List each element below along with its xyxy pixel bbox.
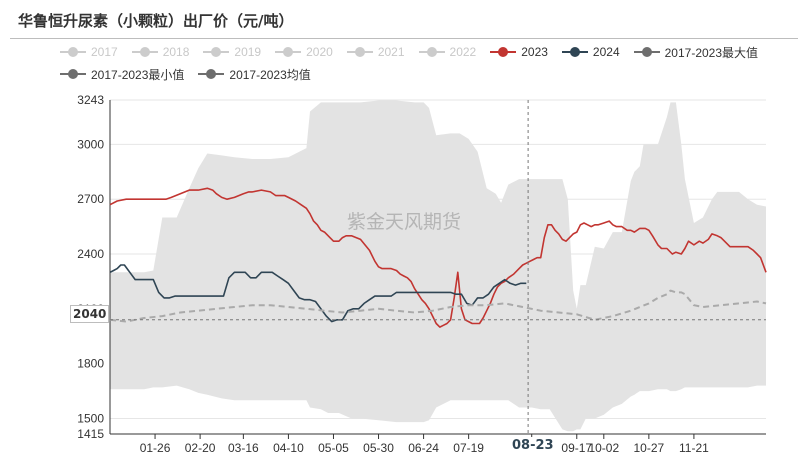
x-tick-label: 02-20 bbox=[185, 441, 216, 455]
legend-item-2017[interactable]: 2017 bbox=[60, 41, 118, 63]
x-tick-label: 05-05 bbox=[318, 441, 349, 455]
legend-marker-icon bbox=[60, 46, 86, 58]
y-tick-label: 1415 bbox=[77, 427, 104, 441]
legend-marker-icon bbox=[346, 46, 373, 58]
series-line-2017-2023均值 bbox=[109, 289, 767, 323]
legend-label: 2017 bbox=[91, 45, 118, 59]
legend-label: 2018 bbox=[162, 45, 190, 59]
legend-label: 2021 bbox=[377, 45, 405, 59]
legend-marker-icon bbox=[633, 46, 660, 58]
x-tick-label: 05-30 bbox=[363, 441, 394, 455]
legend-label: 2023 bbox=[521, 45, 548, 59]
x-tick-label: 06-24 bbox=[408, 441, 439, 455]
x-tick-label: 04-10 bbox=[273, 441, 304, 455]
max-min-band-area bbox=[110, 100, 766, 432]
y-axis-pointer-label: 2040 bbox=[70, 305, 110, 323]
x-tick-label: 09-17 bbox=[561, 441, 592, 455]
legend-marker-icon bbox=[490, 46, 517, 58]
chart-title: 华鲁恒升尿素（小颗粒）出厂价（元/吨） bbox=[18, 12, 294, 30]
watermark-text: 紫金天风期货 bbox=[347, 211, 461, 233]
y-tick-label: 2700 bbox=[77, 192, 104, 206]
legend-item-2019[interactable]: 2019 bbox=[203, 41, 261, 63]
legend-marker-icon bbox=[203, 46, 230, 58]
y-tick-label: 2400 bbox=[77, 247, 104, 261]
legend-marker-icon bbox=[198, 68, 225, 80]
x-tick-label: 10-02 bbox=[588, 441, 619, 455]
legend-item-2023[interactable]: 2023 bbox=[490, 41, 548, 63]
x-tick-label: 01-26 bbox=[140, 441, 171, 455]
legend-item-2017-2023最大值[interactable]: 2017-2023最大值 bbox=[633, 41, 759, 63]
legend-item-2017-2023均值[interactable]: 2017-2023均值 bbox=[198, 63, 311, 85]
x-tick-label: 07-19 bbox=[453, 441, 484, 455]
x-tick-label: 03-16 bbox=[228, 441, 259, 455]
legend-item-2022[interactable]: 2022 bbox=[418, 41, 477, 63]
legend-marker-icon bbox=[60, 68, 86, 80]
series-line-2023 bbox=[109, 187, 767, 328]
legend-marker-icon bbox=[275, 46, 302, 58]
legend-item-2024[interactable]: 2024 bbox=[561, 41, 620, 63]
legend-label: 2017-2023最小值 bbox=[91, 67, 185, 82]
legend-label: 2017-2023最大值 bbox=[664, 45, 759, 60]
y-tick-label: 1800 bbox=[77, 357, 104, 371]
series-line-2024 bbox=[109, 264, 527, 323]
legend-marker-icon bbox=[131, 46, 158, 58]
x-axis-pointer-label: 08-23 bbox=[508, 437, 558, 454]
legend-item-2018[interactable]: 2018 bbox=[131, 41, 190, 63]
chart-legend: 2017 2018 2019 2020 2021 2022 2023 2024 2017-202… bbox=[60, 41, 800, 85]
legend-label: 2020 bbox=[306, 45, 333, 59]
x-tick-label: 11-21 bbox=[679, 441, 709, 455]
legend-item-2017-2023最小值[interactable]: 2017-2023最小值 bbox=[60, 63, 184, 85]
y-tick-label: 3000 bbox=[77, 137, 104, 151]
legend-label: 2019 bbox=[234, 45, 262, 59]
y-tick-label: 3243 bbox=[77, 93, 104, 107]
legend-item-2020[interactable]: 2020 bbox=[275, 41, 333, 63]
legend-marker-icon bbox=[418, 46, 445, 58]
title-divider bbox=[10, 38, 798, 39]
legend-label: 2017-2023均值 bbox=[229, 67, 311, 82]
legend-item-2021[interactable]: 2021 bbox=[346, 41, 405, 63]
legend-label: 2022 bbox=[449, 45, 477, 59]
y-tick-label: 1500 bbox=[77, 411, 104, 425]
legend-label: 2024 bbox=[592, 45, 620, 59]
x-tick-label: 10-27 bbox=[634, 441, 665, 455]
legend-marker-icon bbox=[561, 46, 588, 58]
